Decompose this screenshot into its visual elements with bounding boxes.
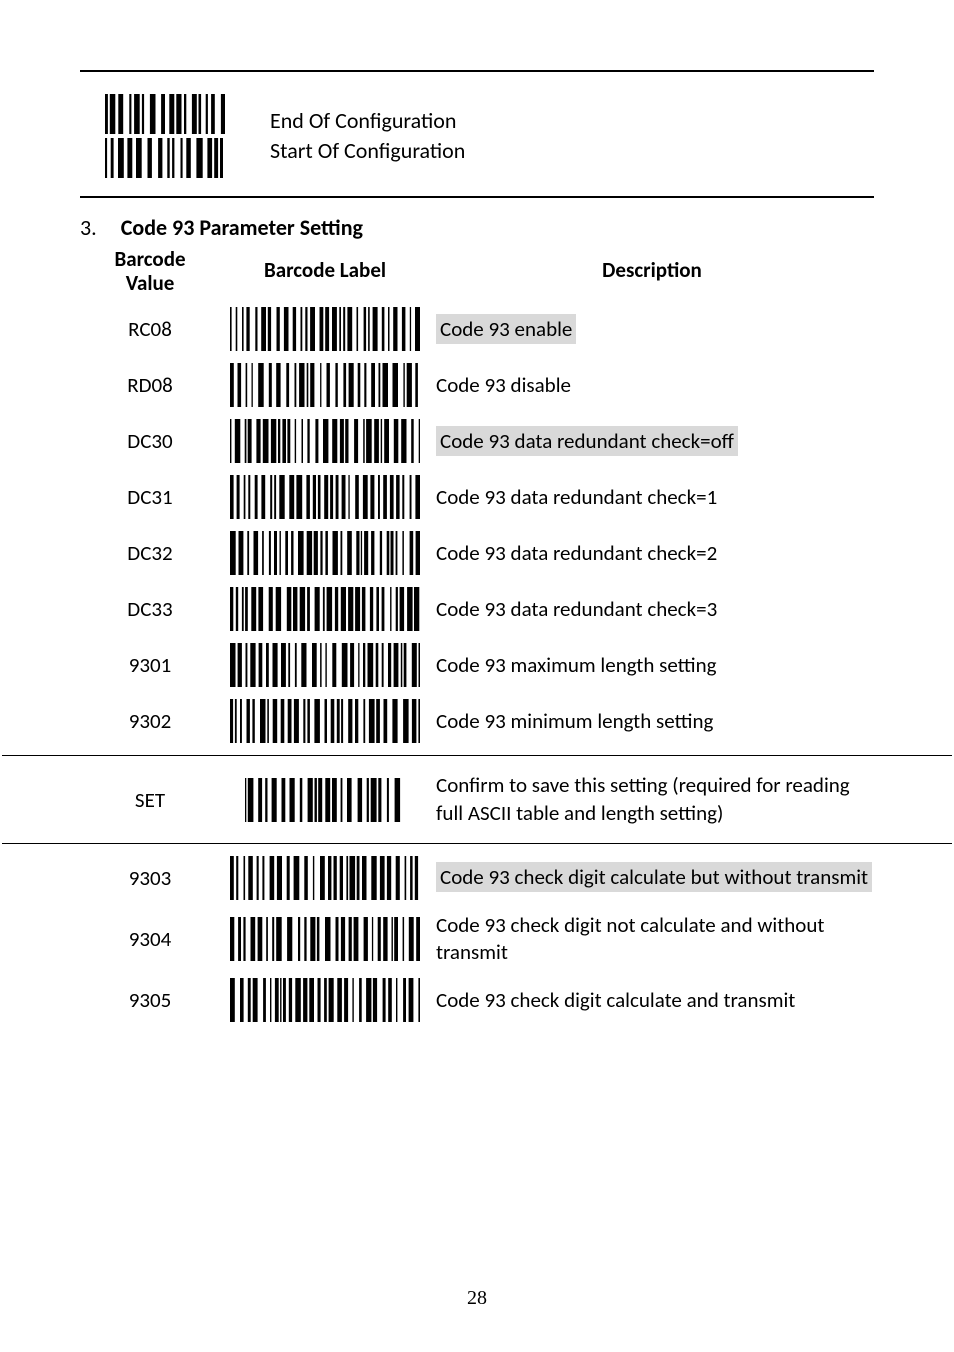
description-text: Code 93 check digit calculate but withou…: [436, 862, 872, 892]
table-row: 9305 Code 93 check digit calculate and tr…: [80, 978, 874, 1022]
description-text: Code 93 data redundant check=off: [436, 426, 738, 456]
section-heading: 3. Code 93 Parameter Setting: [80, 214, 874, 241]
end-of-config: End Of Configuration: [270, 106, 465, 136]
barcode-linear-svg: [230, 917, 420, 961]
description-text: Code 93 data redundant check=1: [436, 484, 717, 510]
barcode-label-cell: [220, 475, 430, 519]
table-row: RC08 Code 93 enable: [80, 307, 874, 351]
barcode-label-cell: [220, 643, 430, 687]
table-row: 9301 Code 93 maximum length setting: [80, 643, 874, 687]
barcode-value: 9303: [80, 865, 220, 891]
description-text: Code 93 data redundant check=2: [436, 540, 717, 566]
barcode-stacked-svg: [105, 94, 225, 178]
description-text: Code 93 disable: [436, 372, 571, 398]
barcode-value: DC32: [80, 540, 220, 566]
barcode-linear-svg: [230, 531, 420, 575]
set-row-container: SET Confirm to save this setting (requir…: [2, 755, 952, 844]
th-value-l1: Barcode: [114, 246, 185, 272]
description-cell: Code 93 maximum length setting: [430, 652, 874, 679]
th-barcode-value: Barcode Value: [80, 247, 220, 295]
description-cell: Code 93 check digit calculate but withou…: [430, 864, 874, 891]
table-row: 9303 Code 93 check digit calculate but wi…: [80, 856, 874, 900]
table-row: 9304 Code 93 check digit not calculate an…: [80, 912, 874, 967]
barcode-linear-svg: [230, 856, 420, 900]
set-desc: Confirm to save this setting (required f…: [430, 772, 874, 827]
description-cell: Code 93 check digit calculate and transm…: [430, 987, 874, 1014]
start-of-config: Start Of Configuration: [270, 136, 465, 166]
table-header: Barcode Value Barcode Label Description: [80, 247, 874, 295]
barcode-label-cell: [220, 531, 430, 575]
set-value: SET: [80, 787, 220, 813]
description-text: Code 93 minimum length setting: [436, 708, 713, 734]
table-row: DC33 Code 93 data redundant check=3: [80, 587, 874, 631]
barcode-linear-svg: [230, 363, 420, 407]
description-cell: Code 93 minimum length setting: [430, 708, 874, 735]
barcode-linear-svg: [230, 643, 420, 687]
description-text: Code 93 check digit calculate and transm…: [436, 987, 795, 1013]
description-cell: Code 93 disable: [430, 372, 874, 399]
description-cell: Code 93 data redundant check=1: [430, 484, 874, 511]
barcode-linear-svg: [230, 475, 420, 519]
th-description: Description: [430, 247, 874, 283]
description-text: Code 93 check digit not calculate and wi…: [436, 912, 824, 965]
table-row: DC31 Code 93 data redundant check=1: [80, 475, 874, 519]
barcode-value: 9301: [80, 652, 220, 678]
top-rule: [80, 70, 874, 72]
barcode-value: DC31: [80, 484, 220, 510]
barcode-linear-svg: [230, 419, 420, 463]
page-number: 28: [0, 1287, 954, 1310]
description-cell: Code 93 check digit not calculate and wi…: [430, 912, 874, 967]
description-text: Code 93 enable: [436, 314, 576, 344]
barcode-value: RC08: [80, 316, 220, 342]
description-cell: Code 93 data redundant check=2: [430, 540, 874, 567]
barcode-set-svg: [245, 778, 405, 822]
config-block: End Of Configuration Start Of Configurat…: [100, 94, 874, 178]
barcode-value: 9302: [80, 708, 220, 734]
mid-rule: [80, 196, 874, 198]
section-number: 3.: [80, 214, 97, 241]
barcode-value: 9304: [80, 926, 220, 952]
table-row: 9302 Code 93 minimum length setting: [80, 699, 874, 743]
barcode-label-cell: [220, 917, 430, 961]
set-barcode: [220, 778, 430, 822]
barcode-label-cell: [220, 307, 430, 351]
th-barcode-label: Barcode Label: [220, 247, 430, 283]
barcode-linear-svg: [230, 978, 420, 1022]
description-text: Code 93 maximum length setting: [436, 652, 717, 678]
th-value-l2: Value: [126, 270, 175, 296]
barcode-label-cell: [220, 978, 430, 1022]
barcode-value: 9305: [80, 987, 220, 1013]
barcode-label-cell: [220, 699, 430, 743]
barcode-label-cell: [220, 363, 430, 407]
barcode-value: DC30: [80, 428, 220, 454]
barcode-value: DC33: [80, 596, 220, 622]
barcode-label-cell: [220, 587, 430, 631]
barcode-value: RD08: [80, 372, 220, 398]
description-cell: Code 93 enable: [430, 316, 874, 343]
table-row: RD08 Code 93 disable: [80, 363, 874, 407]
barcode-label-cell: [220, 419, 430, 463]
rows-block-2: 9303 Code 93 check digit calculate but wi…: [80, 856, 874, 1023]
stacked-barcode: [100, 94, 230, 178]
barcode-label-cell: [220, 856, 430, 900]
description-text: Code 93 data redundant check=3: [436, 596, 717, 622]
table-row: DC30 Code 93 data redundant check=off: [80, 419, 874, 463]
rows-block-1: RC08 Code 93 enable RD08 Code 93 disable DC3…: [80, 307, 874, 743]
description-cell: Code 93 data redundant check=3: [430, 596, 874, 623]
barcode-linear-svg: [230, 587, 420, 631]
description-cell: Code 93 data redundant check=off: [430, 428, 874, 455]
table-row: DC32 Code 93 data redundant check=2: [80, 531, 874, 575]
section-title: Code 93 Parameter Setting: [121, 214, 363, 241]
barcode-linear-svg: [230, 307, 420, 351]
barcode-linear-svg: [230, 699, 420, 743]
